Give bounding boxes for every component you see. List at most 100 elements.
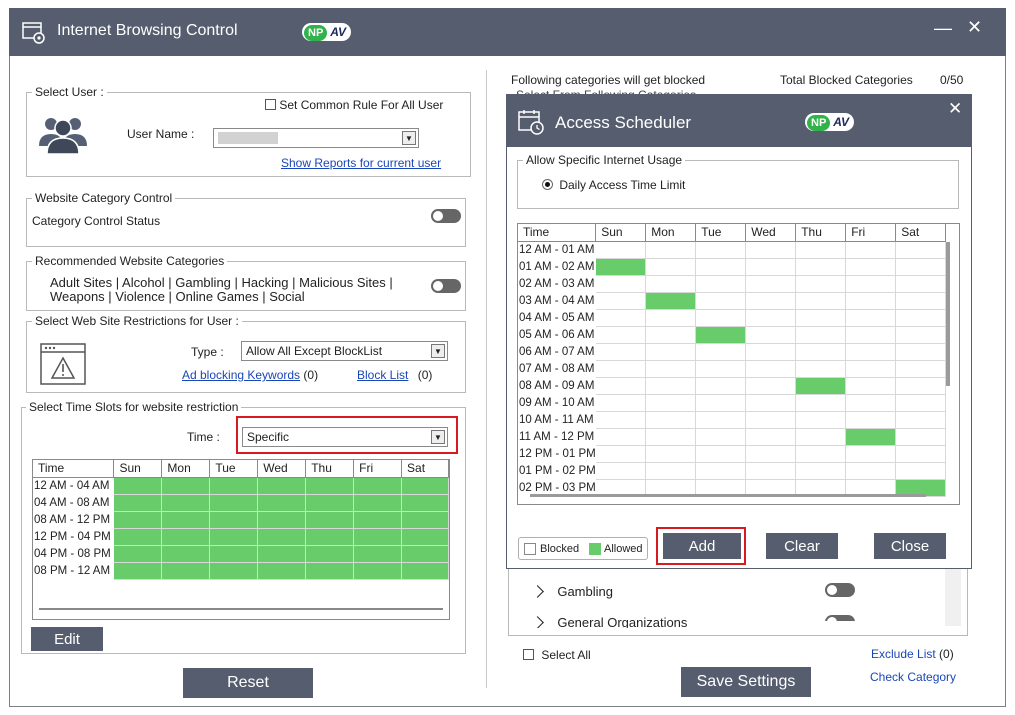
sched-cell-blocked[interactable] xyxy=(895,309,947,327)
slot-cell-allowed[interactable] xyxy=(353,528,403,546)
type-select[interactable]: Allow All Except BlockList ▼ xyxy=(241,341,448,361)
sched-cell-blocked[interactable] xyxy=(745,258,797,276)
slot-cell-allowed[interactable] xyxy=(257,545,307,563)
sched-cell-blocked[interactable] xyxy=(895,343,947,361)
sched-cell-blocked[interactable] xyxy=(845,241,897,259)
slot-cell-allowed[interactable] xyxy=(401,477,449,495)
common-rule-checkbox[interactable] xyxy=(265,99,276,110)
sched-cell-blocked[interactable] xyxy=(745,275,797,293)
sched-cell-blocked[interactable] xyxy=(895,326,947,344)
username-select[interactable]: ▼ xyxy=(213,128,419,148)
category-item-general-organizations[interactable]: General Organizations xyxy=(533,615,687,628)
slot-cell-allowed[interactable] xyxy=(257,528,307,546)
sched-cell-blocked[interactable] xyxy=(845,309,897,327)
category-control-toggle[interactable] xyxy=(431,209,461,223)
sched-cell-blocked[interactable] xyxy=(695,411,747,429)
sched-cell-blocked[interactable] xyxy=(895,292,947,310)
slot-cell-allowed[interactable] xyxy=(353,494,403,512)
slot-cell-allowed[interactable] xyxy=(305,528,355,546)
sched-cell-blocked[interactable] xyxy=(695,394,747,412)
sched-cell-blocked[interactable] xyxy=(845,445,897,463)
recommended-toggle[interactable] xyxy=(431,279,461,293)
sched-cell-blocked[interactable] xyxy=(795,292,847,310)
slot-cell-allowed[interactable] xyxy=(209,562,259,580)
sched-cell-blocked[interactable] xyxy=(695,343,747,361)
slot-cell-allowed[interactable] xyxy=(401,494,449,512)
sched-cell-blocked[interactable] xyxy=(845,292,897,310)
sched-cell-blocked[interactable] xyxy=(595,343,647,361)
slot-cell-allowed[interactable] xyxy=(305,477,355,495)
sched-cell-blocked[interactable] xyxy=(595,241,647,259)
chevron-down-icon[interactable]: ▼ xyxy=(431,430,445,444)
sched-cell-blocked[interactable] xyxy=(695,258,747,276)
sched-cell-blocked[interactable] xyxy=(895,462,947,480)
sched-cell-blocked[interactable] xyxy=(645,394,697,412)
slot-cell-allowed[interactable] xyxy=(401,562,449,580)
sched-cell-blocked[interactable] xyxy=(645,428,697,446)
sched-cell-blocked[interactable] xyxy=(695,275,747,293)
sched-cell-blocked[interactable] xyxy=(745,445,797,463)
sched-cell-blocked[interactable] xyxy=(595,462,647,480)
common-rule-option[interactable]: Set Common Rule For All User xyxy=(265,98,443,112)
slot-cell-allowed[interactable] xyxy=(209,528,259,546)
sched-cell-blocked[interactable] xyxy=(895,258,947,276)
select-all-option[interactable]: Select All xyxy=(523,648,591,662)
sched-cell-blocked[interactable] xyxy=(645,343,697,361)
sched-cell-blocked[interactable] xyxy=(695,241,747,259)
sched-cell-blocked[interactable] xyxy=(695,292,747,310)
slot-cell-allowed[interactable] xyxy=(353,545,403,563)
slot-cell-allowed[interactable] xyxy=(401,545,449,563)
sched-cell-blocked[interactable] xyxy=(695,445,747,463)
sched-cell-blocked[interactable] xyxy=(795,275,847,293)
sched-cell-blocked[interactable] xyxy=(895,428,947,446)
sched-cell-blocked[interactable] xyxy=(645,462,697,480)
check-category-link[interactable]: Check Category xyxy=(870,670,957,684)
sched-cell-blocked[interactable] xyxy=(645,411,697,429)
sched-cell-blocked[interactable] xyxy=(645,326,697,344)
sched-cell-blocked[interactable] xyxy=(595,377,647,395)
slot-cell-allowed[interactable] xyxy=(209,545,259,563)
slot-cell-allowed[interactable] xyxy=(209,494,259,512)
slot-cell-allowed[interactable] xyxy=(209,511,259,529)
gambling-toggle[interactable] xyxy=(825,583,855,597)
category-item-gambling[interactable]: Gambling xyxy=(531,584,613,599)
close-button[interactable]: Close xyxy=(874,533,946,559)
sched-cell-blocked[interactable] xyxy=(745,411,797,429)
sched-cell-blocked[interactable] xyxy=(645,360,697,378)
vertical-scrollbar[interactable] xyxy=(946,242,950,386)
slot-cell-allowed[interactable] xyxy=(161,562,211,580)
sched-cell-blocked[interactable] xyxy=(795,258,847,276)
sched-cell-blocked[interactable] xyxy=(695,377,747,395)
sched-cell-blocked[interactable] xyxy=(595,428,647,446)
horizontal-scrollbar[interactable] xyxy=(39,608,443,616)
sched-cell-allowed[interactable] xyxy=(845,428,897,446)
slot-cell-allowed[interactable] xyxy=(113,511,163,529)
sched-cell-blocked[interactable] xyxy=(895,411,947,429)
daily-limit-option[interactable]: Daily Access Time Limit xyxy=(542,178,685,192)
slot-cell-allowed[interactable] xyxy=(305,511,355,529)
horizontal-scrollbar[interactable] xyxy=(530,494,926,497)
sched-cell-blocked[interactable] xyxy=(645,377,697,395)
sched-cell-blocked[interactable] xyxy=(745,309,797,327)
slot-cell-allowed[interactable] xyxy=(113,477,163,495)
sched-cell-blocked[interactable] xyxy=(795,241,847,259)
sched-cell-blocked[interactable] xyxy=(695,428,747,446)
sched-cell-allowed[interactable] xyxy=(595,258,647,276)
time-select[interactable]: Specific ▼ xyxy=(242,427,448,447)
slot-cell-allowed[interactable] xyxy=(257,477,307,495)
slot-cell-allowed[interactable] xyxy=(257,562,307,580)
sched-cell-blocked[interactable] xyxy=(895,275,947,293)
sched-cell-blocked[interactable] xyxy=(745,241,797,259)
block-list-link[interactable]: Block List xyxy=(357,368,409,382)
sched-cell-blocked[interactable] xyxy=(845,258,897,276)
sched-cell-blocked[interactable] xyxy=(795,326,847,344)
slot-cell-allowed[interactable] xyxy=(353,477,403,495)
general-organizations-toggle[interactable] xyxy=(825,615,855,621)
save-settings-button[interactable]: Save Settings xyxy=(681,667,811,697)
clear-button[interactable]: Clear xyxy=(766,533,838,559)
sched-cell-blocked[interactable] xyxy=(895,377,947,395)
sched-cell-blocked[interactable] xyxy=(895,241,947,259)
slot-cell-allowed[interactable] xyxy=(257,494,307,512)
sched-cell-blocked[interactable] xyxy=(695,360,747,378)
sched-cell-blocked[interactable] xyxy=(895,445,947,463)
